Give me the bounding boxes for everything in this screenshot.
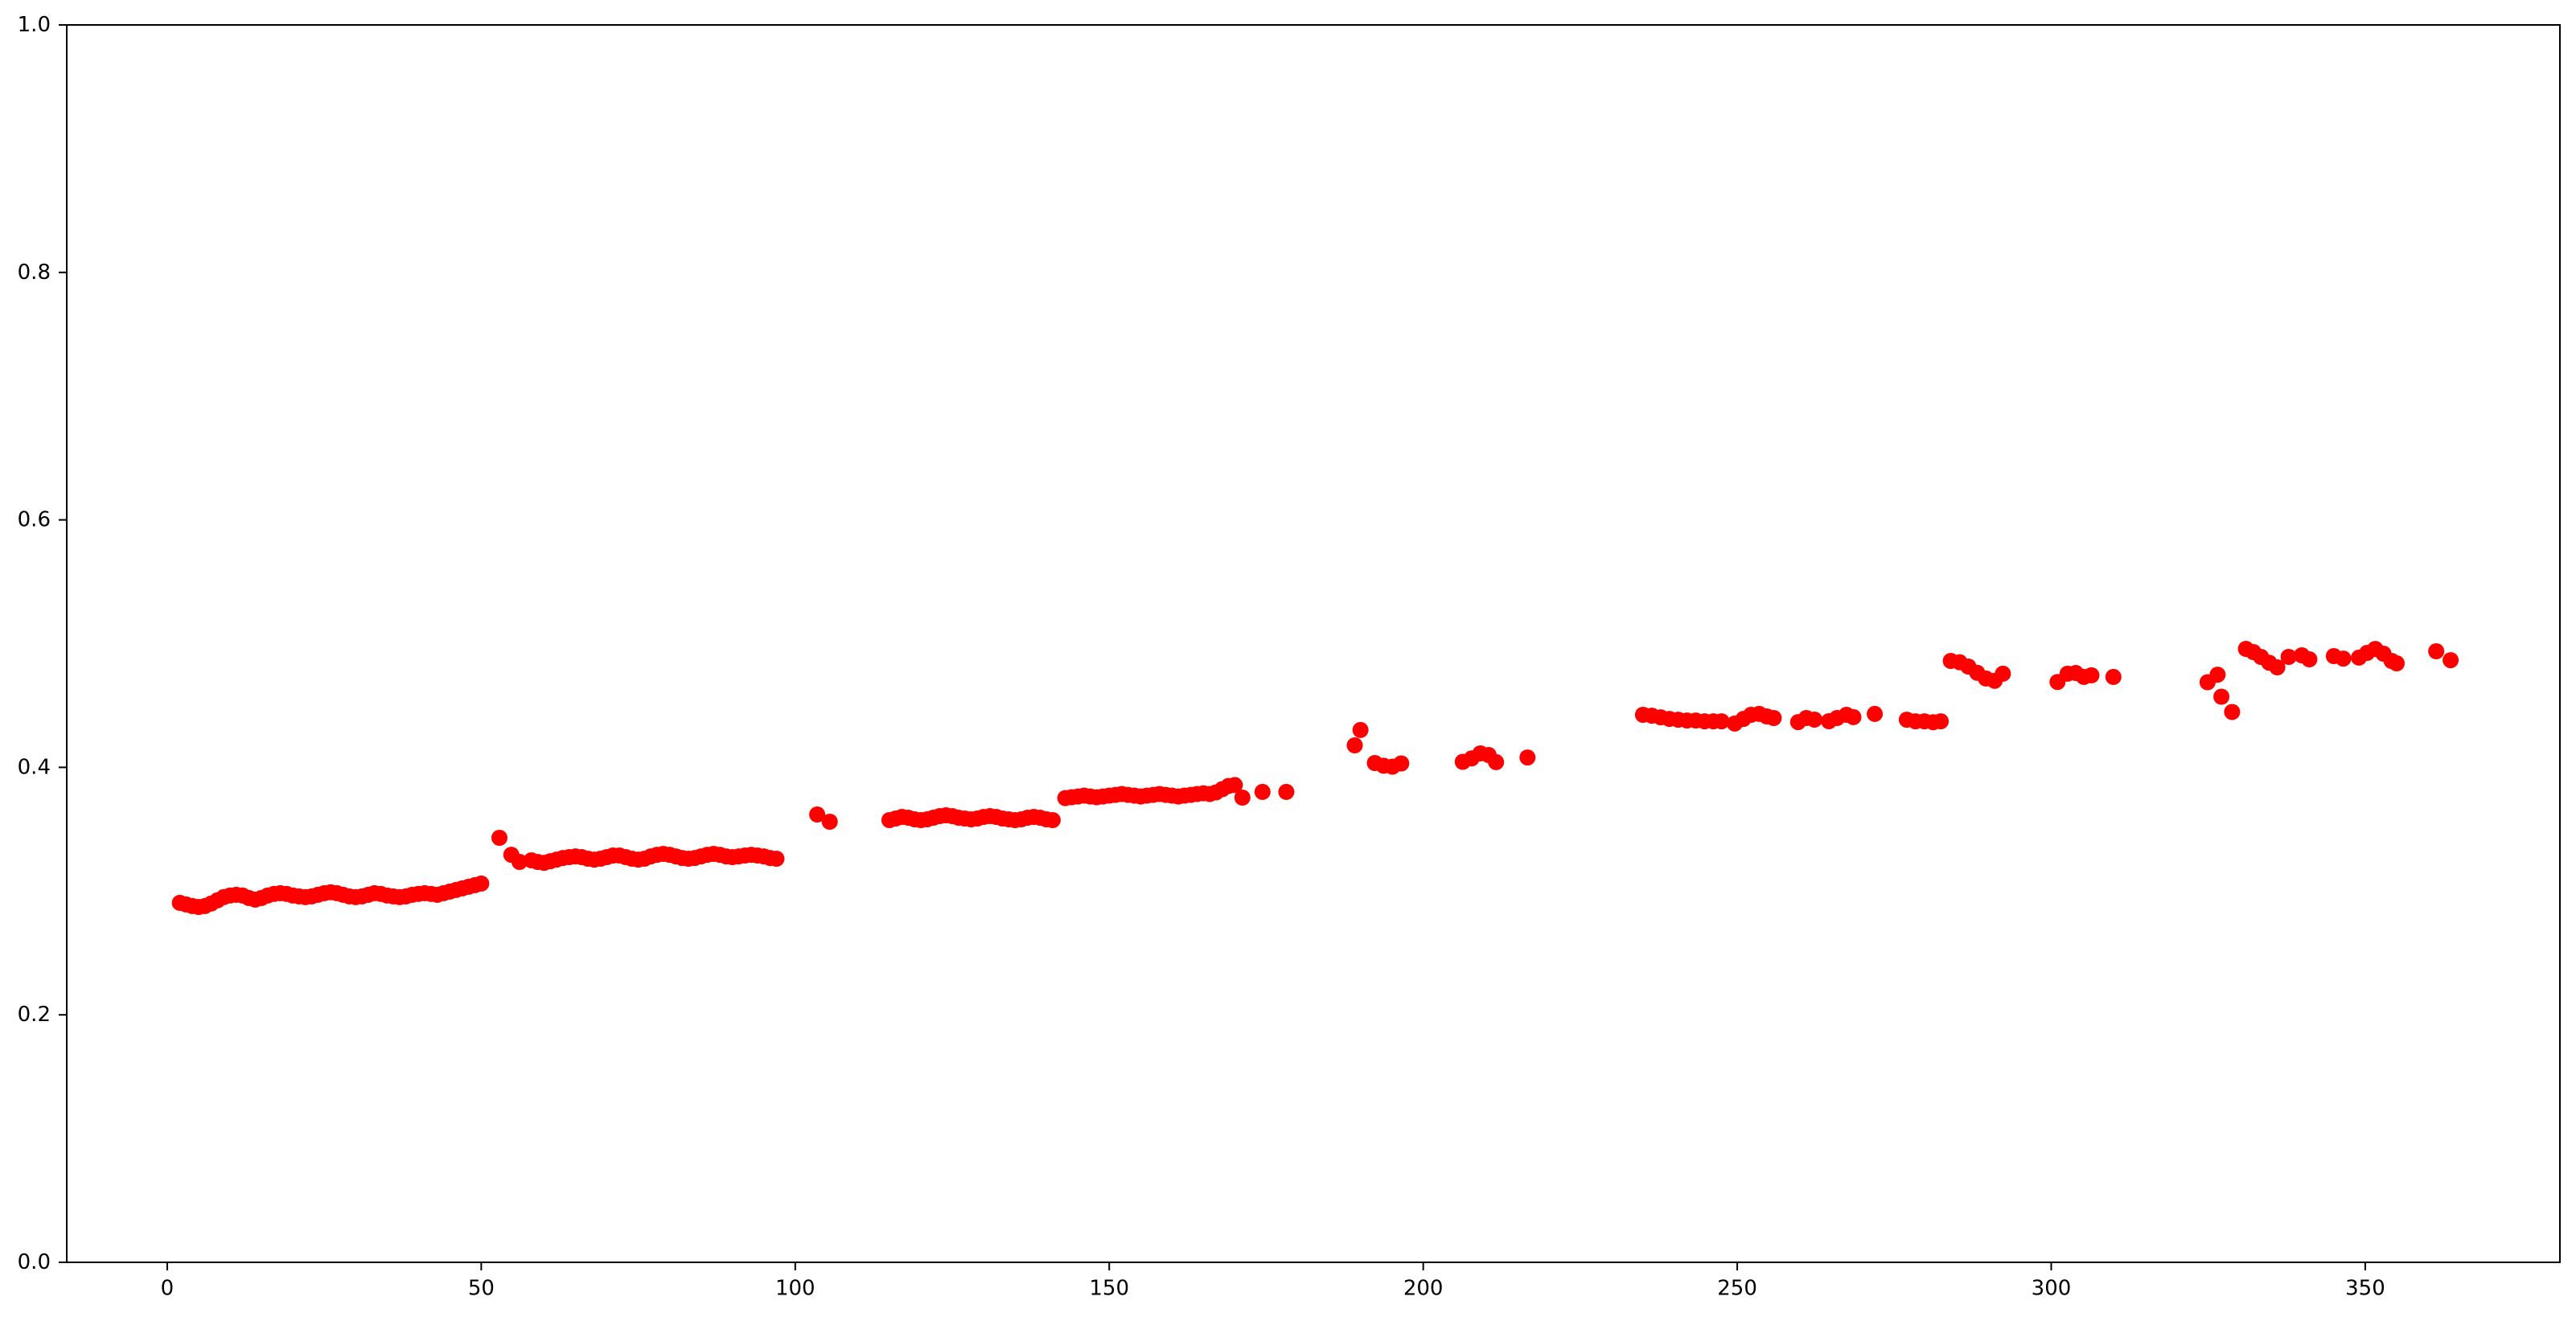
y-tick-label: 0.6 xyxy=(18,508,51,532)
data-point xyxy=(821,814,838,830)
y-axis: 0.0 0.2 0.4 0.6 0.8 1.0 xyxy=(18,13,67,1274)
data-point xyxy=(2428,643,2445,659)
x-tick-label: 200 xyxy=(1403,1276,1444,1300)
y-tick-label: 0.0 xyxy=(18,1250,51,1274)
data-points xyxy=(171,641,2459,915)
x-tick-label: 100 xyxy=(775,1276,816,1300)
data-point xyxy=(2209,667,2226,683)
x-axis: 0 50 100 150 200 250 300 350 xyxy=(161,1262,2385,1300)
data-point xyxy=(1806,712,1823,728)
x-tick-label: 50 xyxy=(468,1276,495,1300)
data-point xyxy=(1254,783,1271,800)
x-tick-label: 250 xyxy=(1717,1276,1757,1300)
data-point xyxy=(2269,659,2286,675)
y-tick-label: 1.0 xyxy=(18,13,51,37)
x-tick-label: 300 xyxy=(2032,1276,2072,1300)
data-point xyxy=(473,875,490,892)
plot-spines xyxy=(66,24,2561,1263)
data-point xyxy=(1488,753,1505,770)
data-point xyxy=(512,854,528,870)
data-point xyxy=(1234,790,1251,806)
axes-frame xyxy=(66,24,2561,1263)
data-point xyxy=(2301,651,2318,667)
data-point xyxy=(2213,688,2230,705)
data-point xyxy=(2105,668,2122,685)
y-tick-label: 0.8 xyxy=(18,261,51,285)
data-point xyxy=(1995,665,2011,682)
data-point xyxy=(1393,755,1410,772)
data-point xyxy=(1346,737,1363,753)
data-point xyxy=(1278,783,1295,800)
data-point xyxy=(1867,705,1884,722)
y-tick-label: 0.4 xyxy=(18,755,51,779)
data-point xyxy=(1044,812,1061,828)
data-point xyxy=(1845,708,1862,725)
data-point xyxy=(1713,713,1730,730)
x-tick-label: 350 xyxy=(2345,1276,2385,1300)
data-point xyxy=(1352,721,1369,738)
x-tick-label: 0 xyxy=(161,1276,175,1300)
data-point xyxy=(2224,704,2241,720)
data-point xyxy=(2335,650,2352,667)
data-point xyxy=(491,830,507,846)
data-point xyxy=(2389,655,2405,671)
data-point xyxy=(768,851,785,867)
data-point xyxy=(1226,777,1243,794)
data-point xyxy=(1519,749,1536,766)
data-point xyxy=(1933,713,1949,730)
data-point xyxy=(809,806,826,823)
x-tick-label: 150 xyxy=(1089,1276,1129,1300)
data-point xyxy=(2442,652,2459,669)
data-point xyxy=(1765,710,1782,726)
data-point xyxy=(2083,667,2100,683)
data-point xyxy=(2280,649,2297,665)
y-tick-label: 0.2 xyxy=(18,1003,51,1027)
